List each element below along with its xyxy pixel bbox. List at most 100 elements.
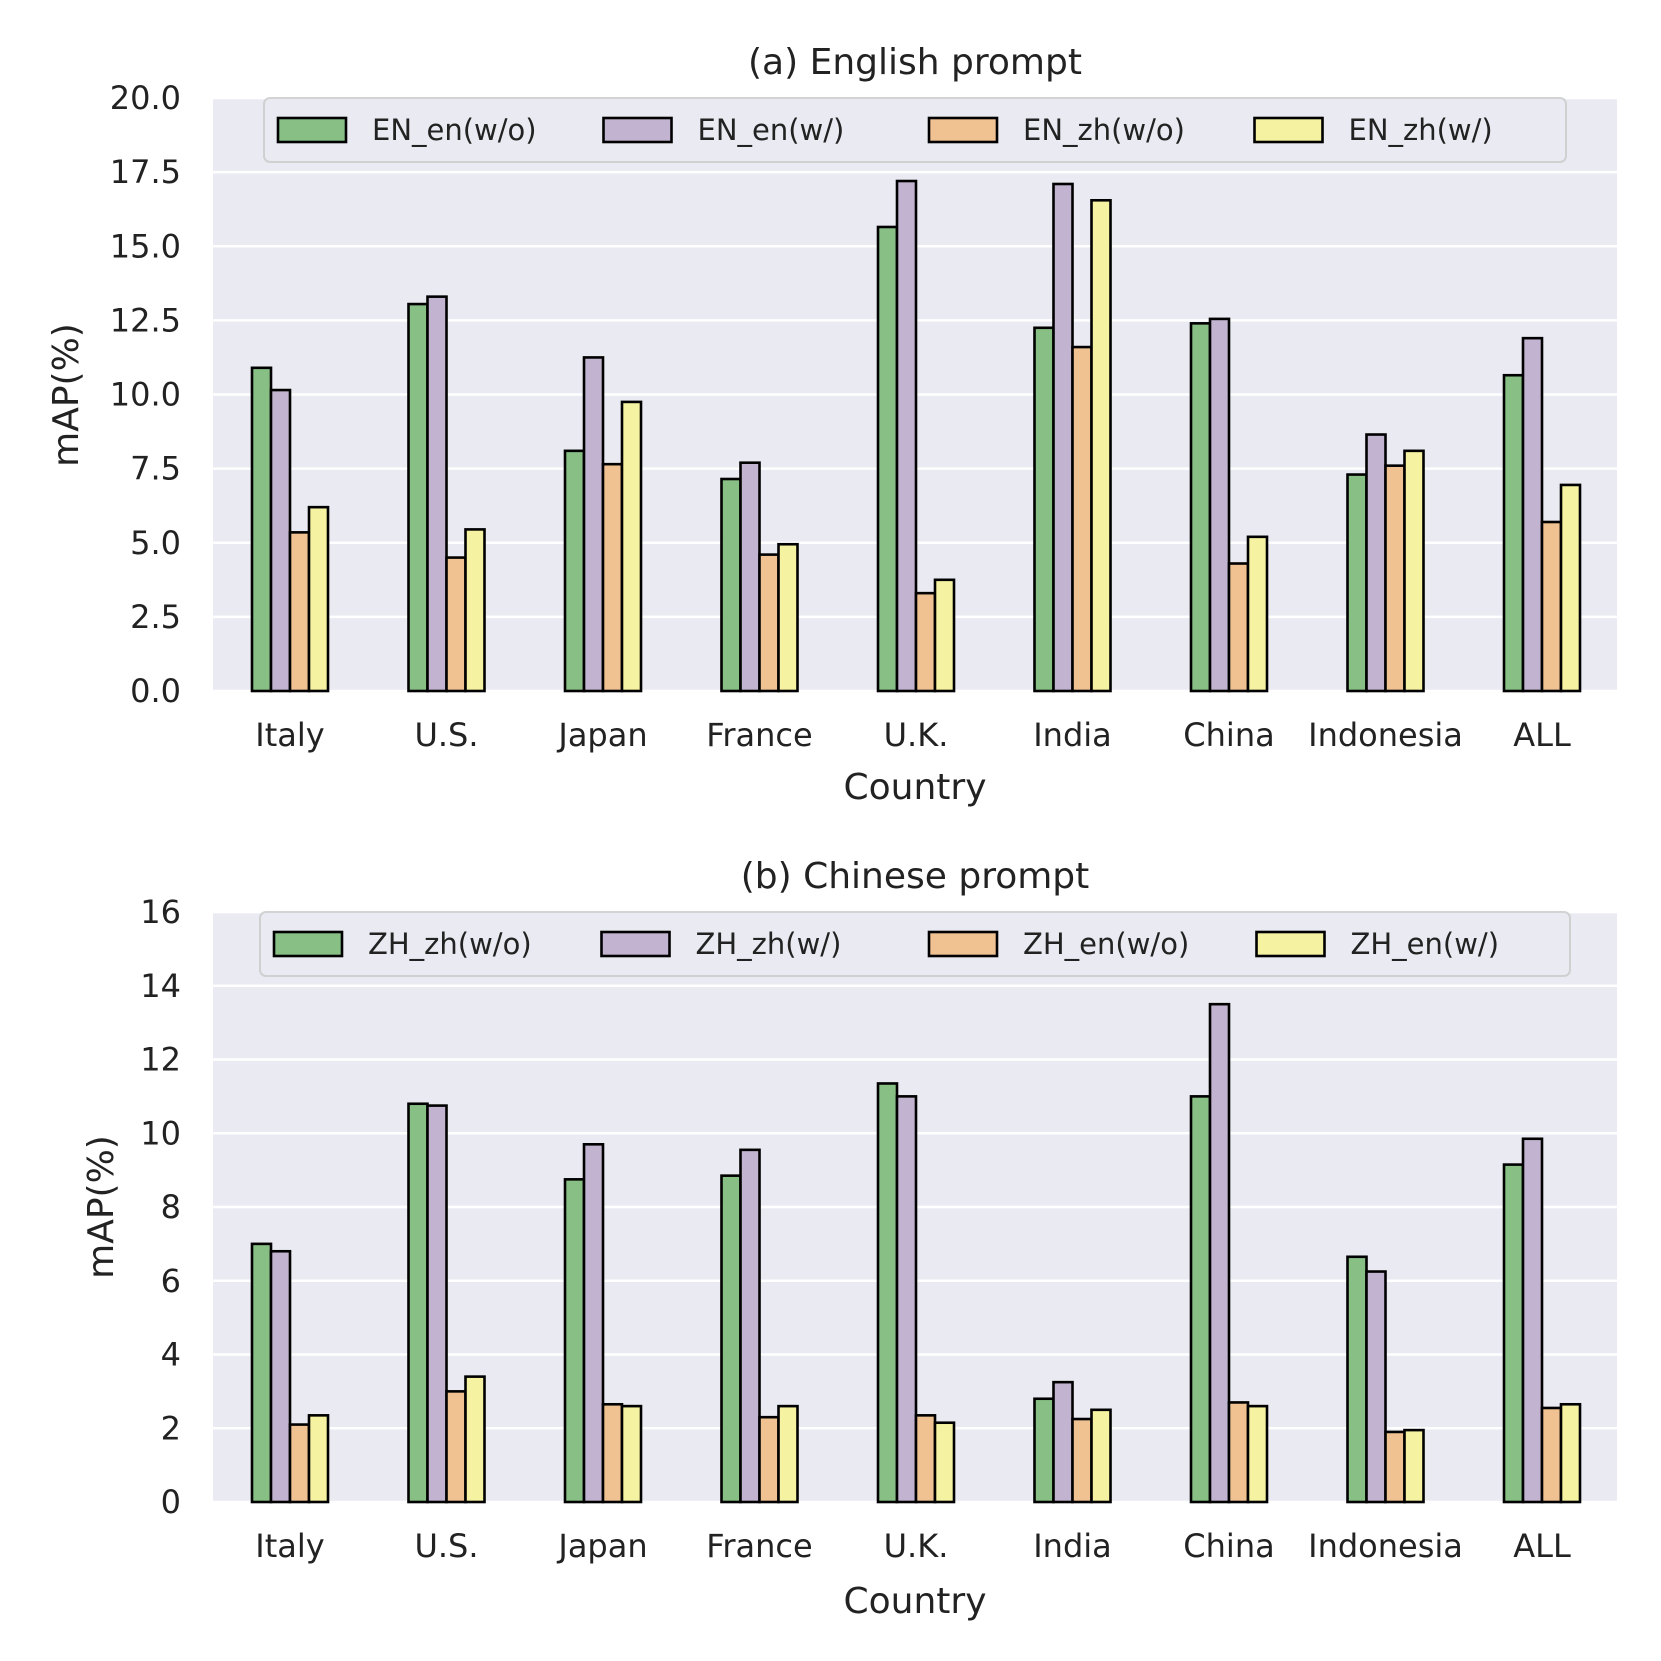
- bar: [426, 1104, 448, 1504]
- bar: [269, 1249, 292, 1504]
- bar: [720, 1174, 742, 1504]
- x-tick-label: U.K.: [884, 1527, 949, 1565]
- bar: [1033, 1397, 1055, 1504]
- bar: [269, 388, 292, 693]
- bar: [914, 591, 937, 693]
- bar: [876, 1082, 899, 1504]
- y-tick-label: 6: [161, 1262, 181, 1300]
- y-tick-label: 12: [140, 1041, 181, 1079]
- legend-frame: [263, 97, 1567, 163]
- bar: [777, 1404, 799, 1504]
- chart-title: (a) English prompt: [748, 42, 1082, 83]
- bar: [1540, 520, 1563, 693]
- x-tick-label: ALL: [1513, 716, 1571, 754]
- bar: [250, 1242, 273, 1504]
- bar: [1052, 1380, 1074, 1504]
- chart-chinese-prompt: 0 2 4 6 8 10 12 14 16 Italy U.S. Japan France U.K. In…: [81, 856, 1617, 1622]
- y-tick-label: 2: [161, 1409, 181, 1447]
- bar: [1246, 535, 1269, 693]
- bar: [758, 1415, 780, 1504]
- bar: [563, 1178, 586, 1504]
- bar: [1502, 373, 1525, 693]
- bar: [1227, 1401, 1250, 1504]
- bar: [1384, 1430, 1406, 1504]
- bar: [720, 477, 742, 693]
- legend-swatch: [600, 930, 671, 958]
- legend-swatch: [272, 930, 344, 958]
- bar: [426, 295, 448, 693]
- bar: [307, 505, 330, 693]
- x-tick-label: U.S.: [414, 716, 478, 754]
- bar: [288, 531, 311, 693]
- legend-label: EN_zh(w/o): [1023, 113, 1185, 147]
- legend-label: EN_zh(w/): [1349, 113, 1493, 147]
- x-tick-labels: Italy U.S. Japan France U.K. India China Indone…: [255, 1527, 1571, 1565]
- y-tick-label: 0.0: [130, 672, 181, 710]
- chart-english-prompt: 0.0 2.5 5.0 7.5 10.0 12.5 15.0 17.5 20.0 Italy U.…: [46, 42, 1617, 808]
- bar: [1033, 326, 1055, 693]
- bar: [445, 556, 467, 693]
- bar: [445, 1390, 467, 1504]
- bar: [1208, 317, 1231, 693]
- bar: [601, 462, 624, 693]
- legend-swatch: [602, 116, 673, 144]
- bar: [1246, 1404, 1269, 1504]
- bar: [1090, 198, 1112, 693]
- bar: [895, 1095, 918, 1504]
- x-tick-label: Indonesia: [1308, 716, 1463, 754]
- y-tick-label: 4: [161, 1336, 181, 1374]
- x-tick-label: Indonesia: [1308, 1527, 1463, 1565]
- bar: [601, 1402, 624, 1504]
- bar: [1189, 322, 1212, 693]
- legend: ZH_zh(w/o) ZH_zh(w/) ZH_en(w/o) ZH_en(w/): [259, 911, 1571, 977]
- bar: [1559, 1402, 1582, 1504]
- legend-swatch: [927, 930, 999, 958]
- bars: [250, 179, 1582, 693]
- bars: [250, 1002, 1582, 1504]
- legend-label: ZH_zh(w/): [696, 927, 842, 961]
- x-tick-label: Italy: [255, 716, 324, 754]
- x-tick-label: U.S.: [414, 1527, 478, 1565]
- bar: [464, 528, 486, 693]
- bar: [1403, 1428, 1425, 1504]
- y-tick-label: 15.0: [110, 227, 181, 265]
- chart-title: (b) Chinese prompt: [741, 856, 1090, 897]
- y-axis-label: mAP(%): [81, 1135, 122, 1279]
- bar: [1208, 1002, 1231, 1504]
- legend-swatch: [1255, 930, 1326, 958]
- bar: [407, 302, 429, 693]
- bar: [933, 578, 956, 693]
- bar: [895, 179, 918, 693]
- y-tick-label: 2.5: [130, 598, 181, 636]
- bar: [739, 461, 761, 693]
- bar: [1071, 1417, 1093, 1504]
- x-tick-label: Japan: [556, 1527, 647, 1565]
- y-tick-labels: 0.0 2.5 5.0 7.5 10.0 12.5 15.0 17.5 20.0: [110, 79, 181, 710]
- x-tick-label: India: [1033, 1527, 1112, 1565]
- x-tick-labels: Italy U.S. Japan France U.K. India China Indone…: [255, 716, 1571, 754]
- x-tick-label: Italy: [255, 1527, 324, 1565]
- y-tick-label: 10.0: [110, 376, 181, 414]
- bar: [620, 400, 643, 693]
- x-tick-label: China: [1183, 716, 1274, 754]
- bar: [1346, 473, 1368, 693]
- bar: [1540, 1406, 1563, 1504]
- legend-swatch: [927, 116, 999, 144]
- bar: [1559, 483, 1582, 693]
- bar: [1502, 1163, 1525, 1504]
- legend: EN_en(w/o) EN_en(w/) EN_zh(w/o) EN_zh(w/): [263, 97, 1567, 163]
- y-tick-label: 20.0: [110, 79, 181, 117]
- legend-label: EN_en(w/o): [372, 113, 537, 147]
- bar: [620, 1404, 643, 1504]
- bar: [1403, 449, 1425, 693]
- bar: [307, 1414, 330, 1504]
- y-tick-label: 17.5: [110, 153, 181, 191]
- bar: [407, 1102, 429, 1504]
- x-tick-label: France: [706, 1527, 812, 1565]
- bar: [876, 225, 899, 693]
- x-tick-label: China: [1183, 1527, 1274, 1565]
- bar: [1090, 1408, 1112, 1504]
- bar: [914, 1414, 937, 1504]
- y-tick-label: 12.5: [110, 301, 181, 339]
- bar: [933, 1421, 956, 1504]
